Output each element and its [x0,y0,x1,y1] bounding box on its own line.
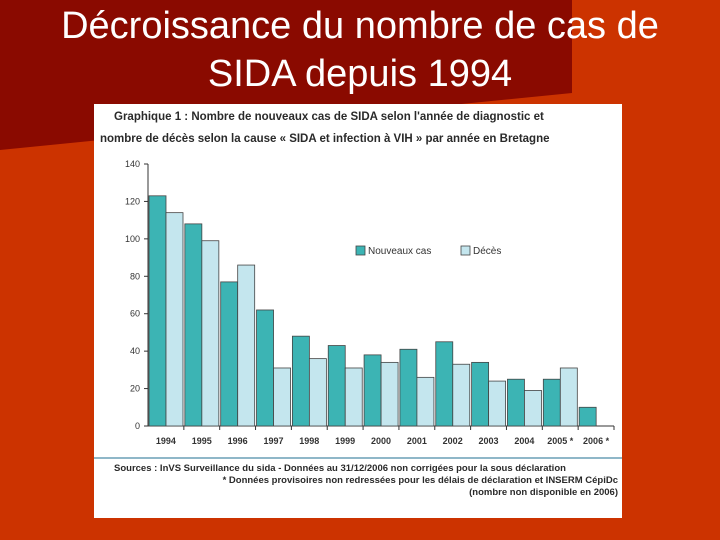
bar-deces [165,212,184,427]
x-tick-label: 1996 [228,436,248,446]
bar-nouveaux-cas [291,335,310,427]
bar-nouveaux-cas [435,341,454,427]
bar-nouveaux-cas [363,354,382,427]
source-line-2: * Données provisoires non redressées pou… [223,475,618,486]
bar-nouveaux-cas [184,223,203,427]
bar-nouveaux-cas [327,345,346,427]
slide-title-line-2: SIDA depuis 1994 [207,53,513,95]
y-tick-label: 80 [130,271,140,281]
bar-deces [559,367,578,427]
legend-swatch-nouveaux-cas [355,245,366,256]
y-tick-label: 20 [130,384,140,394]
source-line-1: Sources : InVS Surveillance du sida - Do… [114,463,566,474]
bar-deces [201,240,220,427]
x-tick-label: 1994 [156,436,176,446]
y-tick-label: 40 [130,346,140,356]
chart-title-line-2: nombre de décès selon la cause « SIDA et… [100,133,550,145]
y-tick-label: 60 [130,309,140,319]
x-tick-label: 1998 [299,436,319,446]
legend-label-deces: Décès [473,246,501,257]
bar-deces [380,361,399,427]
x-tick-label: 2006 * [583,436,610,446]
x-tick-label: 2000 [371,436,391,446]
chart-panel: Graphique 1 : Nombre de nouveaux cas de … [94,104,622,518]
bar-nouveaux-cas [256,309,274,427]
bar-nouveaux-cas [399,348,418,427]
bar-deces [416,376,435,427]
bar-deces [273,367,291,427]
y-tick-label: 0 [135,421,140,431]
bar-nouveaux-cas [578,406,597,427]
bar-nouveaux-cas [507,378,525,427]
x-tick-label: 2005 * [547,436,574,446]
slide-title-line-1: Décroissance du nombre de cas de [61,5,659,47]
y-tick-label: 120 [125,196,140,206]
y-tick-label: 140 [125,159,140,169]
bar-deces [488,380,507,427]
bar-nouveaux-cas [220,281,239,427]
slide-title: Décroissance du nombre de cas de SIDA de… [20,2,700,98]
bar-deces [237,264,256,427]
bar-nouveaux-cas [471,361,490,427]
x-tick-label: 2002 [443,436,463,446]
source-line-3: (nombre non disponible en 2006) [469,487,618,498]
bar-deces [344,367,363,427]
legend-swatch-deces [460,245,471,256]
legend-label-nouveaux-cas: Nouveaux cas [368,246,431,257]
chart-title-line-1: Graphique 1 : Nombre de nouveaux cas de … [114,111,544,123]
bar-deces [524,390,542,427]
bar-nouveaux-cas [542,378,561,427]
y-tick-label: 100 [125,234,140,244]
x-tick-label: 2001 [407,436,427,446]
bar-chart: Graphique 1 : Nombre de nouveaux cas de … [94,111,622,498]
x-tick-label: 1995 [192,436,212,446]
bar-deces [308,358,327,427]
bar-nouveaux-cas [148,195,167,427]
x-tick-label: 1999 [335,436,355,446]
x-tick-label: 2003 [479,436,499,446]
x-tick-label: 2004 [514,436,534,446]
x-tick-label: 1997 [263,436,283,446]
bar-deces [452,363,471,427]
